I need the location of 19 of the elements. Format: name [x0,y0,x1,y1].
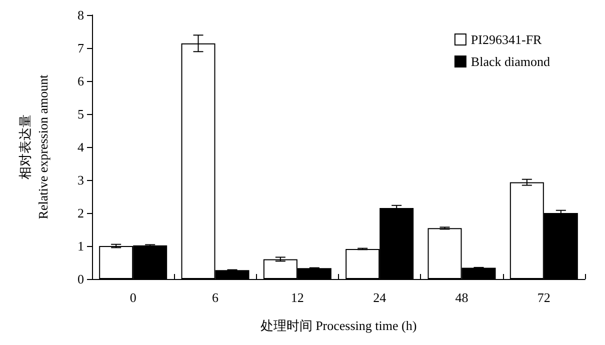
x-tick-label: 6 [212,290,219,305]
x-tick-label: 72 [537,290,550,305]
y-tick-label: 5 [78,106,84,122]
y-tick-label: 2 [78,206,84,220]
y-tick-label: 4 [78,140,84,154]
y-tick-label: 1 [78,238,84,254]
x-tick-label: 24 [373,290,387,305]
y-tick-label: 8 [78,8,84,22]
y-tick-label: 3 [78,172,84,188]
y-tick-label: 6 [78,74,84,88]
x-tick-label: 12 [290,290,304,305]
x-tick-label: 0 [130,290,136,305]
y-tick-label: 0 [78,272,84,286]
x-tick-label: 48 [455,290,468,305]
y-tick-label: 7 [78,40,84,56]
x-axis-title: 处理时间 Processing time (h) [260,318,417,333]
y-axis-title: 相对表达量 Relative expression amount [18,74,50,220]
legend-label: Black diamond [470,54,550,69]
legend-label: PI296341-FR [470,32,542,47]
